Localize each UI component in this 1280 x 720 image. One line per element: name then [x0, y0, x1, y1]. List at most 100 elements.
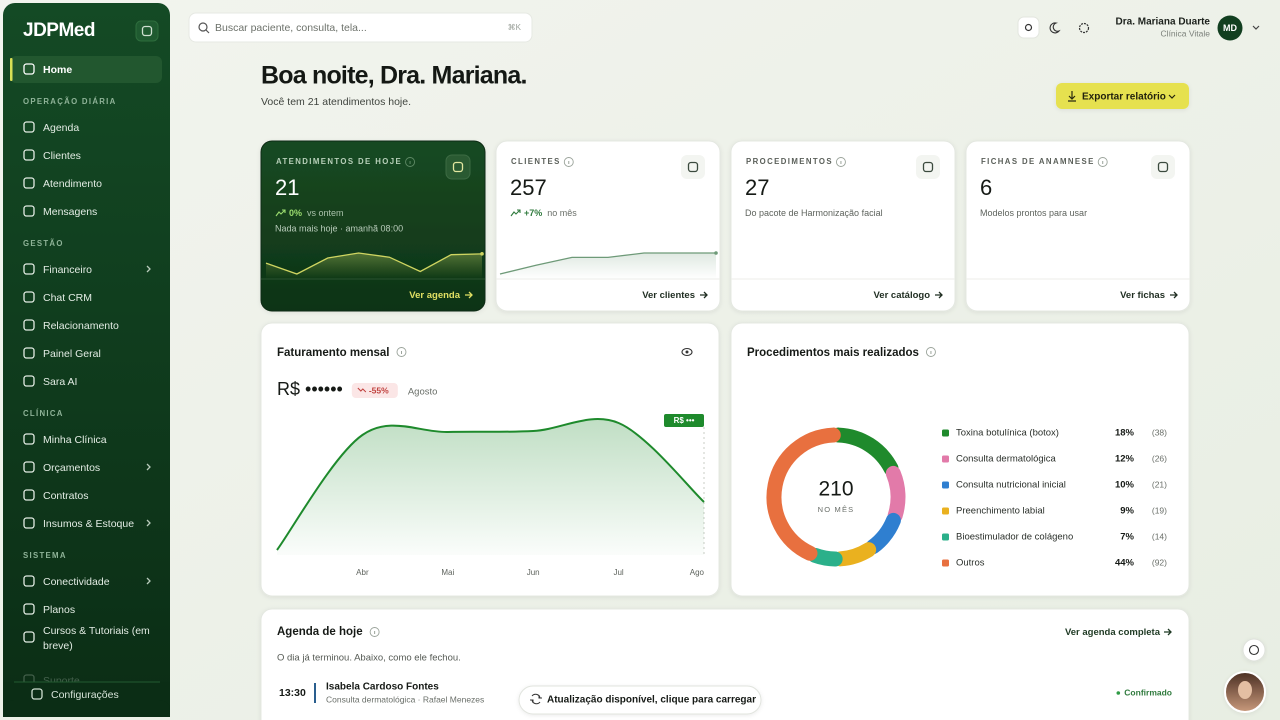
nav-item[interactable]: Chat CRM — [43, 292, 92, 304]
user-clinic: Clínica Vitale — [1161, 28, 1211, 38]
nav-icon — [23, 263, 35, 275]
export-chevron — [1168, 94, 1176, 99]
user-avatar[interactable] — [1217, 15, 1243, 41]
nav-icon — [23, 205, 35, 217]
arrow-icon — [1170, 291, 1178, 299]
trend-icon — [510, 209, 521, 217]
appointment-detail: Consulta dermatológica · Rafael Menezes — [326, 694, 484, 704]
legend-percent: 12% — [1115, 454, 1135, 465]
value-tag-label: R$ ••• — [674, 416, 695, 425]
settings-icon — [31, 688, 43, 700]
arrow-icon — [1164, 628, 1172, 636]
kpi-link[interactable]: Ver fichas — [1120, 290, 1165, 301]
change-badge-label: -55% — [369, 385, 389, 395]
kpi-delta-note: no mês — [547, 208, 577, 218]
kpi-link[interactable]: Ver catálogo — [874, 290, 931, 301]
kpi-icon-box — [681, 155, 705, 179]
nav-icon — [23, 149, 35, 161]
nav-item[interactable]: Sara AI — [43, 376, 77, 388]
nav-item[interactable]: Insumos & Estoque — [43, 518, 134, 530]
nav-icon — [23, 517, 35, 529]
change-badge — [351, 383, 398, 398]
search-box[interactable] — [188, 12, 533, 43]
legend-count: (26) — [1152, 453, 1167, 463]
nav-item[interactable]: Configurações — [51, 689, 119, 701]
nav-item[interactable]: Atendimento — [43, 178, 102, 190]
refresh-icon — [530, 693, 542, 705]
kpi-delta: 0% — [289, 208, 302, 218]
agenda-card — [260, 608, 1190, 720]
kpi-link[interactable]: Ver agenda — [409, 290, 460, 301]
kpi-label: PROCEDIMENTOS — [746, 157, 833, 166]
nav-item[interactable]: Conectividade — [43, 576, 110, 588]
kpi-label: CLIENTES — [511, 157, 561, 166]
revenue-line — [276, 418, 705, 551]
collapse-button[interactable] — [135, 20, 159, 42]
nav-item[interactable]: Cursos & Tutoriais (em breve) — [43, 625, 150, 652]
legend-label: Preenchimento labial — [956, 506, 1045, 517]
agenda-link[interactable]: Ver agenda completa — [1065, 627, 1161, 638]
nav-item[interactable]: Contratos — [43, 490, 89, 502]
appointment-name[interactable]: Isabela Cardoso Fontes — [326, 682, 439, 693]
greeting: Boa noite, Dra. Mariana. — [261, 62, 527, 90]
arrow-icon — [700, 291, 708, 299]
nav-icon — [23, 375, 35, 387]
nav-item[interactable]: Painel Geral — [43, 348, 101, 360]
kpi-label: ATENDIMENTOS DE HOJE — [276, 157, 402, 166]
brand-logo: JDPMed — [23, 20, 95, 41]
sun-icon — [1024, 23, 1033, 32]
moon-icon[interactable] — [1049, 22, 1061, 34]
legend-percent: 9% — [1120, 506, 1134, 517]
nav-item[interactable]: Minha Clínica — [43, 434, 107, 446]
nav-item[interactable]: Financeiro — [43, 264, 92, 276]
nav-icon — [23, 291, 35, 303]
nav-icon — [23, 319, 35, 331]
sparkline-end — [480, 252, 484, 256]
info-icon — [1097, 157, 1108, 167]
appointment-bar — [314, 683, 316, 703]
legend-label: Bioestimulador de colágeno — [956, 532, 1073, 543]
x-tick-label: Jul — [613, 568, 623, 577]
legend-percent: 18% — [1115, 428, 1135, 439]
kpi-icon-box — [445, 154, 471, 180]
nav-icon — [23, 347, 35, 359]
export-button-label: Exportar relatório — [1082, 92, 1166, 103]
info-icon — [563, 157, 574, 167]
theme-light-button[interactable] — [1017, 16, 1040, 39]
legend-label: Consulta dermatológica — [956, 454, 1057, 465]
legend-label: Consulta nutricional inicial — [956, 480, 1066, 491]
nav-icon — [23, 121, 35, 133]
update-toast[interactable] — [518, 685, 762, 715]
greeting-subtitle: Você tem 21 atendimentos hoje. — [261, 96, 411, 108]
nav-active-bar — [10, 58, 13, 81]
nav-item[interactable]: Orçamentos — [43, 462, 100, 474]
legend-swatch — [942, 533, 949, 541]
card-title: Procedimentos mais realizados — [747, 347, 919, 359]
nav-item[interactable]: Clientes — [43, 150, 81, 162]
nav-icon — [23, 433, 35, 445]
legend-percent: 7% — [1120, 532, 1134, 543]
kpi-link[interactable]: Ver clientes — [642, 290, 695, 301]
help-button[interactable] — [1242, 638, 1266, 662]
chevron-icon — [146, 577, 151, 585]
nav-item[interactable]: Mensagens — [43, 206, 97, 218]
legend-count: (21) — [1152, 479, 1167, 489]
kpi-value: 27 — [745, 175, 769, 200]
export-button[interactable] — [1056, 83, 1189, 109]
visibility-toggle[interactable] — [681, 347, 693, 357]
settings-icon[interactable] — [1078, 22, 1090, 34]
nav-item[interactable]: Planos — [43, 604, 75, 616]
procedures-card — [730, 322, 1190, 597]
search-placeholder: Buscar paciente, consulta, tela... — [215, 22, 367, 34]
nav-icon — [23, 575, 35, 587]
user-initials: MD — [1223, 23, 1237, 33]
nav-active-bg[interactable] — [10, 56, 162, 83]
user-menu-chevron[interactable] — [1252, 25, 1260, 30]
nav-item[interactable]: Relacionamento — [43, 320, 119, 332]
sparkline — [265, 252, 483, 275]
nav-section-title: OPERAÇÃO DIÁRIA — [23, 97, 117, 106]
nav-item[interactable]: Agenda — [43, 122, 79, 134]
nav-item[interactable]: Home — [43, 64, 72, 76]
donut-segment — [807, 547, 843, 567]
